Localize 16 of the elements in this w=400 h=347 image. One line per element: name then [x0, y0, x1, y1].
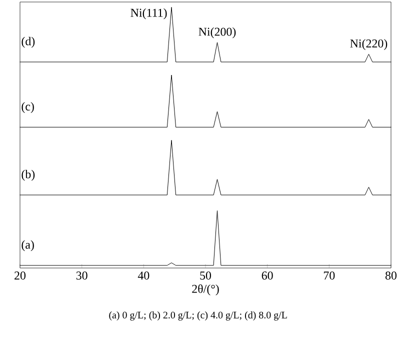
x-tick-label: 50	[200, 272, 212, 280]
series-label: (d)	[22, 36, 35, 48]
annotation: Ni(111)	[130, 8, 167, 20]
annotation: Ni(220)	[350, 39, 388, 50]
x-tick-label: 20	[14, 272, 26, 280]
x-tick-label: 40	[138, 272, 150, 280]
x-tick-label: 70	[324, 272, 335, 280]
series-label: (c)	[22, 102, 34, 113]
text: (a) 0 g/L; (b) 2.0 g/L; (c) 4.0 g/L; (d) 8.0 g/L	[109, 311, 287, 320]
series-label: (b)	[22, 170, 35, 181]
x-axis-title: 2θ/(°)	[192, 284, 219, 296]
annotation: Ni(200)	[198, 27, 236, 38]
x-tick-label: 80	[385, 272, 397, 280]
series-label: (a)	[22, 240, 34, 252]
x-tick-label: 30	[76, 272, 88, 280]
x-tick-label: 60	[262, 272, 273, 280]
